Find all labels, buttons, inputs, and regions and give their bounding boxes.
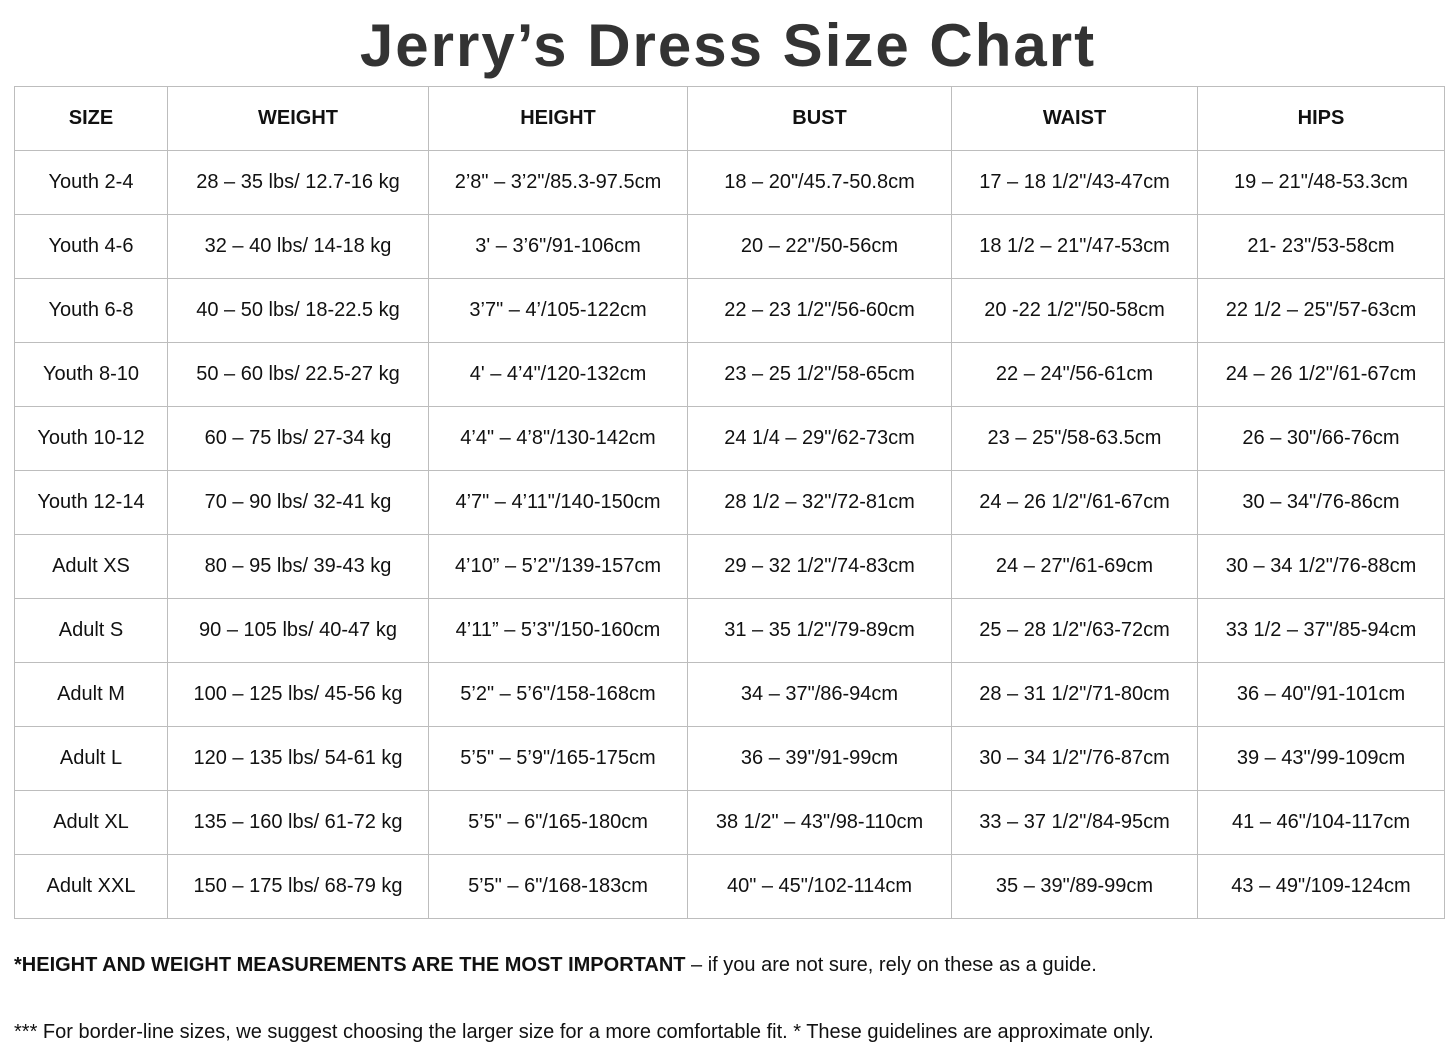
cell-size: Youth 2-4 bbox=[14, 150, 168, 215]
cell-hips: 33 1/2 – 37"/85-94cm bbox=[1197, 598, 1445, 663]
cell-height: 3' – 3’6"/91-106cm bbox=[428, 214, 688, 279]
cell-bust: 24 1/4 – 29"/62-73cm bbox=[687, 406, 952, 471]
cell-weight: 135 – 160 lbs/ 61-72 kg bbox=[167, 790, 429, 855]
cell-bust: 20 – 22"/50-56cm bbox=[687, 214, 952, 279]
table-row: Adult S 90 – 105 lbs/ 40-47 kg 4’11” – 5’3… bbox=[14, 598, 1445, 663]
cell-weight: 28 – 35 lbs/ 12.7-16 kg bbox=[167, 150, 429, 215]
table-row: Youth 12-14 70 – 90 lbs/ 32-41 kg 4’7" – 4… bbox=[14, 470, 1445, 535]
cell-height: 4’4" – 4’8"/130-142cm bbox=[428, 406, 688, 471]
column-header-weight: WEIGHT bbox=[167, 86, 429, 151]
cell-waist: 33 – 37 1/2"/84-95cm bbox=[951, 790, 1198, 855]
cell-size: Youth 12-14 bbox=[14, 470, 168, 535]
cell-bust: 23 – 25 1/2"/58-65cm bbox=[687, 342, 952, 407]
cell-height: 5’5" – 5’9"/165-175cm bbox=[428, 726, 688, 791]
cell-height: 5’2" – 5’6"/158-168cm bbox=[428, 662, 688, 727]
cell-hips: 24 – 26 1/2"/61-67cm bbox=[1197, 342, 1445, 407]
cell-bust: 22 – 23 1/2"/56-60cm bbox=[687, 278, 952, 343]
cell-height: 4’11” – 5’3"/150-160cm bbox=[428, 598, 688, 663]
cell-height: 5’5" – 6"/165-180cm bbox=[428, 790, 688, 855]
cell-height: 4’10” – 5’2"/139-157cm bbox=[428, 534, 688, 599]
cell-hips: 30 – 34 1/2"/76-88cm bbox=[1197, 534, 1445, 599]
cell-bust: 34 – 37"/86-94cm bbox=[687, 662, 952, 727]
cell-hips: 21- 23"/53-58cm bbox=[1197, 214, 1445, 279]
cell-bust: 28 1/2 – 32"/72-81cm bbox=[687, 470, 952, 535]
table-row: Youth 8-10 50 – 60 lbs/ 22.5-27 kg 4' – 4’… bbox=[14, 342, 1445, 407]
border-line-note: *** For border-line sizes, we suggest ch… bbox=[14, 1021, 1154, 1043]
column-header-size: SIZE bbox=[14, 86, 168, 151]
table-header-row: SIZE WEIGHT HEIGHT BUST WAIST HIPS bbox=[14, 86, 1445, 151]
cell-weight: 150 – 175 lbs/ 68-79 kg bbox=[167, 854, 429, 919]
cell-bust: 31 – 35 1/2"/79-89cm bbox=[687, 598, 952, 663]
cell-hips: 19 – 21"/48-53.3cm bbox=[1197, 150, 1445, 215]
table-row: Youth 2-4 28 – 35 lbs/ 12.7-16 kg 2’8" – 3… bbox=[14, 150, 1445, 215]
cell-bust: 36 – 39"/91-99cm bbox=[687, 726, 952, 791]
cell-weight: 80 – 95 lbs/ 39-43 kg bbox=[167, 534, 429, 599]
cell-size: Adult XXL bbox=[14, 854, 168, 919]
cell-height: 5’5" – 6"/168-183cm bbox=[428, 854, 688, 919]
cell-waist: 17 – 18 1/2"/43-47cm bbox=[951, 150, 1198, 215]
table-row: Adult XS 80 – 95 lbs/ 39-43 kg 4’10” – 5’2… bbox=[14, 534, 1445, 599]
cell-waist: 18 1/2 – 21"/47-53cm bbox=[951, 214, 1198, 279]
cell-size: Adult S bbox=[14, 598, 168, 663]
cell-size: Youth 10-12 bbox=[14, 406, 168, 471]
cell-size: Adult L bbox=[14, 726, 168, 791]
cell-bust: 40" – 45"/102-114cm bbox=[687, 854, 952, 919]
cell-hips: 43 – 49"/109-124cm bbox=[1197, 854, 1445, 919]
cell-waist: 25 – 28 1/2"/63-72cm bbox=[951, 598, 1198, 663]
column-header-waist: WAIST bbox=[951, 86, 1198, 151]
cell-size: Youth 6-8 bbox=[14, 278, 168, 343]
cell-weight: 32 – 40 lbs/ 14-18 kg bbox=[167, 214, 429, 279]
cell-weight: 100 – 125 lbs/ 45-56 kg bbox=[167, 662, 429, 727]
cell-height: 4' – 4’4"/120-132cm bbox=[428, 342, 688, 407]
note-emphasis: *HEIGHT AND WEIGHT MEASUREMENTS ARE THE … bbox=[14, 954, 686, 976]
cell-weight: 120 – 135 lbs/ 54-61 kg bbox=[167, 726, 429, 791]
cell-weight: 90 – 105 lbs/ 40-47 kg bbox=[167, 598, 429, 663]
column-header-height: HEIGHT bbox=[428, 86, 688, 151]
cell-hips: 26 – 30"/66-76cm bbox=[1197, 406, 1445, 471]
table-row: Adult XL 135 – 160 lbs/ 61-72 kg 5’5" – 6"… bbox=[14, 790, 1445, 855]
cell-waist: 30 – 34 1/2"/76-87cm bbox=[951, 726, 1198, 791]
cell-waist: 35 – 39"/89-99cm bbox=[951, 854, 1198, 919]
height-weight-note: *HEIGHT AND WEIGHT MEASUREMENTS ARE THE … bbox=[14, 954, 1097, 977]
cell-waist: 28 – 31 1/2"/71-80cm bbox=[951, 662, 1198, 727]
cell-weight: 50 – 60 lbs/ 22.5-27 kg bbox=[167, 342, 429, 407]
cell-size: Adult M bbox=[14, 662, 168, 727]
cell-height: 2’8" – 3’2"/85.3-97.5cm bbox=[428, 150, 688, 215]
cell-size: Youth 8-10 bbox=[14, 342, 168, 407]
page-title: Jerry’s Dress Size Chart bbox=[359, 12, 1097, 79]
cell-bust: 18 – 20"/45.7-50.8cm bbox=[687, 150, 952, 215]
cell-bust: 38 1/2" – 43"/98-110cm bbox=[687, 790, 952, 855]
table-row: Adult XXL 150 – 175 lbs/ 68-79 kg 5’5" – 6… bbox=[14, 854, 1445, 919]
table-row: Youth 10-12 60 – 75 lbs/ 27-34 kg 4’4" – 4… bbox=[14, 406, 1445, 471]
cell-size: Youth 4-6 bbox=[14, 214, 168, 279]
cell-size: Adult XL bbox=[14, 790, 168, 855]
cell-weight: 40 – 50 lbs/ 18-22.5 kg bbox=[167, 278, 429, 343]
size-chart-table: SIZE WEIGHT HEIGHT BUST WAIST HIPS Youth 2-4 2… bbox=[14, 86, 1445, 919]
cell-waist: 24 – 27"/61-69cm bbox=[951, 534, 1198, 599]
cell-hips: 30 – 34"/76-86cm bbox=[1197, 470, 1445, 535]
cell-hips: 22 1/2 – 25"/57-63cm bbox=[1197, 278, 1445, 343]
cell-size: Adult XS bbox=[14, 534, 168, 599]
column-header-bust: BUST bbox=[687, 86, 952, 151]
cell-weight: 60 – 75 lbs/ 27-34 kg bbox=[167, 406, 429, 471]
cell-waist: 23 – 25"/58-63.5cm bbox=[951, 406, 1198, 471]
table-row: Adult M 100 – 125 lbs/ 45-56 kg 5’2" – 5’6… bbox=[14, 662, 1445, 727]
table-row: Youth 6-8 40 – 50 lbs/ 18-22.5 kg 3’7" – 4… bbox=[14, 278, 1445, 343]
cell-waist: 24 – 26 1/2"/61-67cm bbox=[951, 470, 1198, 535]
cell-height: 3’7" – 4’/105-122cm bbox=[428, 278, 688, 343]
table-row: Youth 4-6 32 – 40 lbs/ 14-18 kg 3' – 3’6"/… bbox=[14, 214, 1445, 279]
cell-hips: 41 – 46"/104-117cm bbox=[1197, 790, 1445, 855]
cell-waist: 20 -22 1/2"/50-58cm bbox=[951, 278, 1198, 343]
cell-height: 4’7" – 4’11"/140-150cm bbox=[428, 470, 688, 535]
column-header-hips: HIPS bbox=[1197, 86, 1445, 151]
cell-hips: 39 – 43"/99-109cm bbox=[1197, 726, 1445, 791]
cell-bust: 29 – 32 1/2"/74-83cm bbox=[687, 534, 952, 599]
table-row: Adult L 120 – 135 lbs/ 54-61 kg 5’5" – 5’9… bbox=[14, 726, 1445, 791]
cell-weight: 70 – 90 lbs/ 32-41 kg bbox=[167, 470, 429, 535]
cell-hips: 36 – 40"/91-101cm bbox=[1197, 662, 1445, 727]
note-text: – if you are not sure, rely on these as … bbox=[685, 954, 1097, 976]
cell-waist: 22 – 24"/56-61cm bbox=[951, 342, 1198, 407]
